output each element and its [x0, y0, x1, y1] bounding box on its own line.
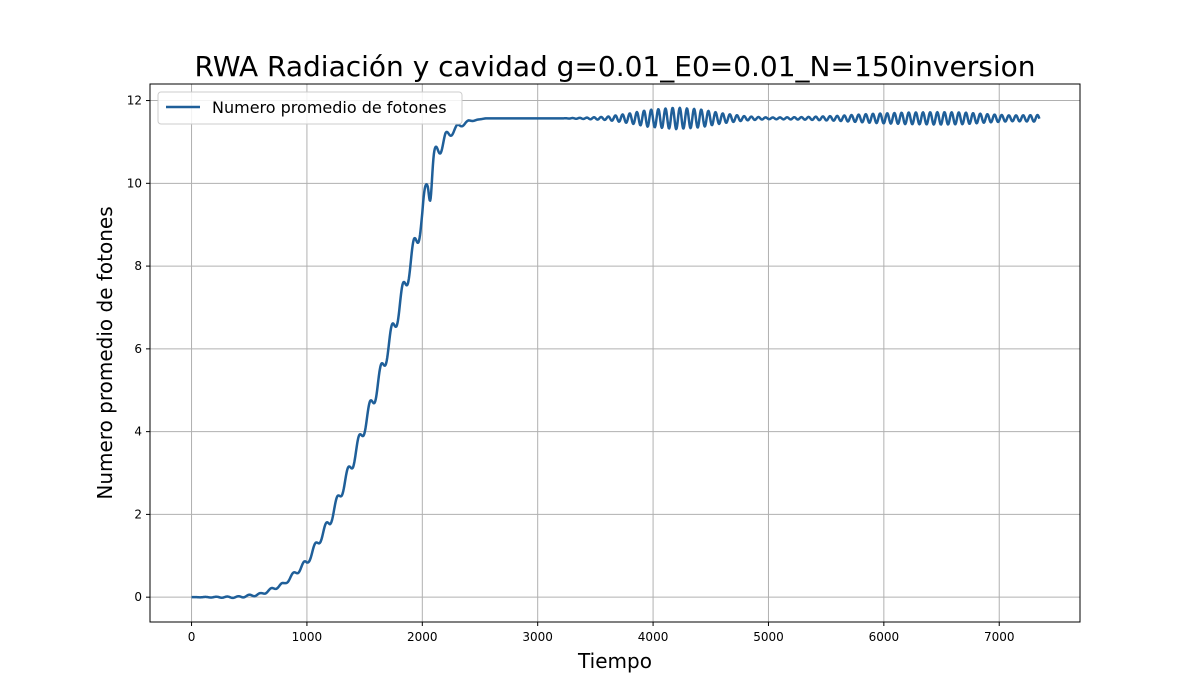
x-axis-label: Tiempo — [577, 649, 652, 673]
plot-frame — [149, 83, 1081, 623]
y-tick-label: 12 — [127, 94, 142, 108]
x-tick-label: 3000 — [522, 630, 553, 644]
grid — [150, 84, 1080, 622]
x-tick-label: 7000 — [984, 630, 1015, 644]
legend-box — [157, 91, 463, 125]
x-tick-label: 5000 — [753, 630, 784, 644]
y-axis-label: Numero promedio de fotones — [93, 206, 117, 499]
series-line — [190, 106, 1041, 600]
y-tick-label: 2 — [134, 507, 142, 521]
y-axis-ticks: 0 2 4 6 8 10 12 — [127, 94, 150, 604]
y-tick-label: 0 — [134, 590, 142, 604]
x-tick-label: 6000 — [869, 630, 900, 644]
x-tick-label: 1000 — [292, 630, 323, 644]
y-tick-label: 4 — [134, 425, 142, 439]
x-tick-label: 2000 — [407, 630, 438, 644]
x-tick-label: 4000 — [638, 630, 669, 644]
x-tick-label: 0 — [188, 630, 196, 644]
series-layer — [190, 106, 1041, 600]
y-tick-label: 6 — [134, 342, 142, 356]
legend: Numero promedio de fotones — [157, 91, 463, 125]
y-tick-label: 10 — [127, 176, 142, 190]
y-tick-label: 8 — [134, 259, 142, 273]
chart-title: RWA Radiación y cavidad g=0.01_E0=0.01_N… — [195, 50, 1036, 83]
x-axis-ticks: 0 1000 2000 3000 4000 5000 6000 7000 — [188, 622, 1015, 644]
legend-label: Numero promedio de fotones — [212, 98, 447, 117]
